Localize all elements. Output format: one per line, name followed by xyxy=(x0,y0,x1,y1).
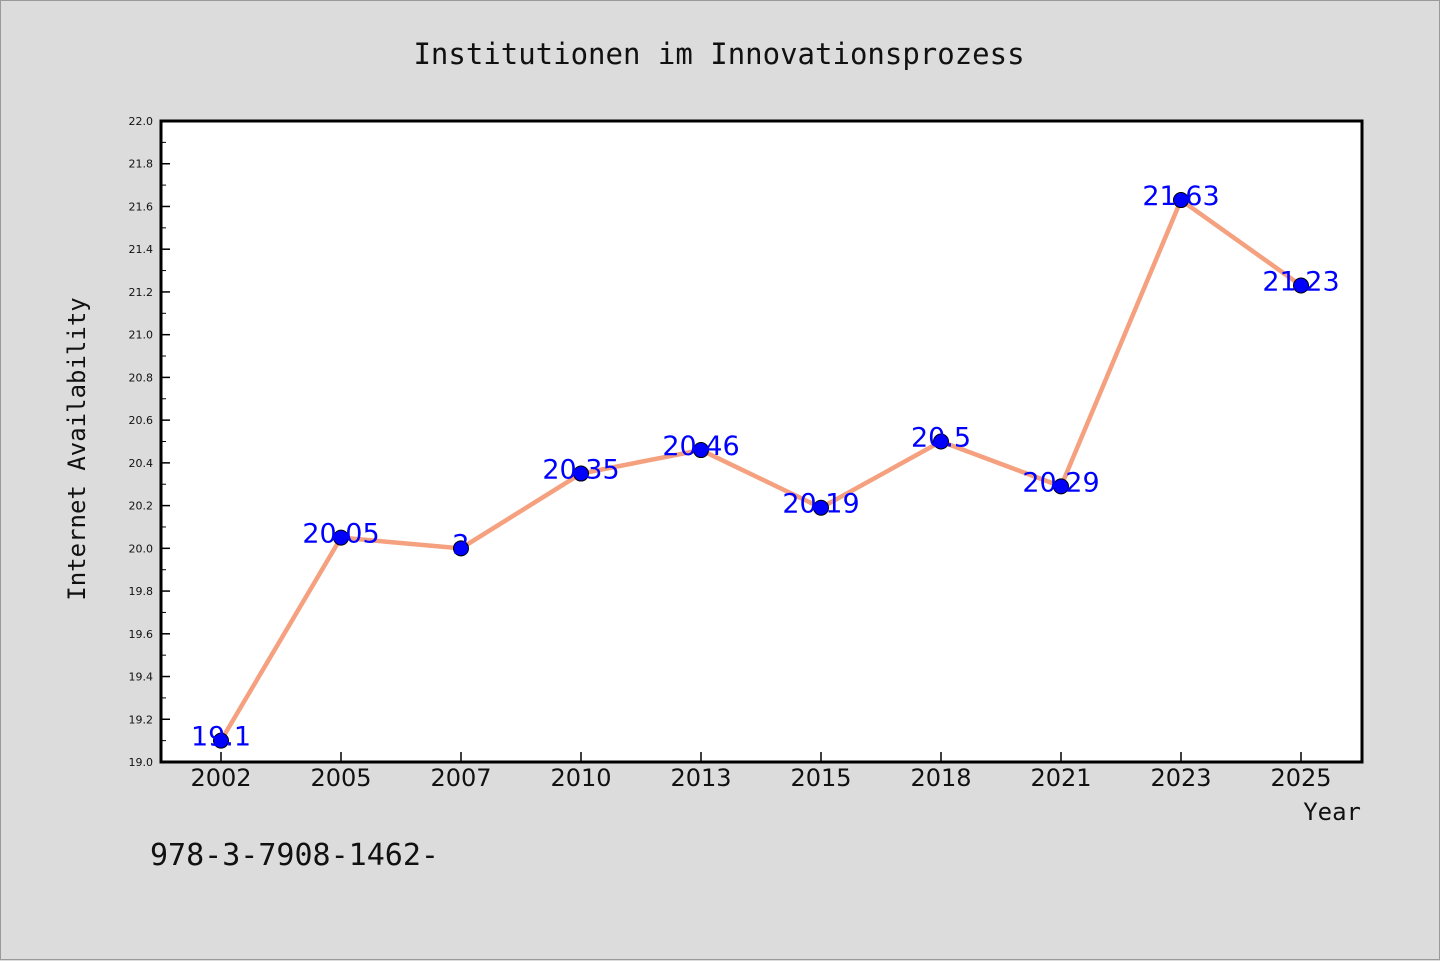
x-tick-label: 2021 xyxy=(1030,764,1091,792)
data-label: 20.35 xyxy=(542,455,619,486)
data-point-marker xyxy=(213,732,229,749)
series-line xyxy=(218,197,1304,743)
y-tick-label: 20.6 xyxy=(129,414,154,427)
data-label: 2 xyxy=(452,529,469,560)
data-label: 20.5 xyxy=(911,423,971,454)
x-tick-label: 2023 xyxy=(1150,764,1211,792)
x-tick-label: 2013 xyxy=(670,764,731,792)
x-tick-label: 2015 xyxy=(790,764,851,792)
y-tick-label: 21.6 xyxy=(129,200,154,213)
y-axis-label: Internet Availability xyxy=(63,297,91,600)
y-tick-label: 20.4 xyxy=(129,457,154,470)
y-tick-label: 20.8 xyxy=(129,371,154,384)
x-tick-label: 2007 xyxy=(430,764,491,792)
data-point-marker xyxy=(1293,277,1309,294)
x-tick-label: 2005 xyxy=(310,764,371,792)
y-tick-label: 21.0 xyxy=(129,329,154,342)
y-tick-label: 20.2 xyxy=(129,500,154,513)
plot-frame xyxy=(159,119,1364,764)
data-point-marker xyxy=(333,529,349,546)
x-axis: 2002 2005 2007 2010 2013 2015 2018 2021 2023 2025 xyxy=(190,752,1332,792)
x-tick-label: 2025 xyxy=(1270,764,1331,792)
y-tick-label: 19.2 xyxy=(129,713,154,726)
data-label: 20.29 xyxy=(1022,467,1099,498)
data-point-marker xyxy=(573,465,589,482)
data-label: 21.63 xyxy=(1142,181,1219,212)
data-point-marker xyxy=(813,499,829,516)
plot-area xyxy=(161,121,1362,762)
y-tick-label: 19.8 xyxy=(129,585,154,598)
y-tick-label: 21.4 xyxy=(129,243,154,256)
data-label: 20.46 xyxy=(662,431,739,462)
data-label: 21.23 xyxy=(1262,267,1339,298)
y-tick-label: 21.2 xyxy=(129,286,154,299)
data-point-marker xyxy=(1053,478,1069,495)
y-tick-label: 19.0 xyxy=(129,756,154,769)
data-point-marker xyxy=(1173,192,1189,209)
y-tick-label: 20.0 xyxy=(129,542,154,555)
x-tick-label: 2018 xyxy=(910,764,971,792)
y-tick-label: 22.0 xyxy=(129,115,154,128)
chart-title: Institutionen im Innovationsprozess xyxy=(413,37,1024,71)
x-tick-label: 2010 xyxy=(550,764,611,792)
data-label: 20.19 xyxy=(782,489,859,520)
y-tick-label: 19.4 xyxy=(129,671,154,684)
x-axis-label: Year xyxy=(1303,798,1361,826)
y-tick-label: 19.6 xyxy=(129,628,154,641)
footer-isbn-text: 978-3-7908-1462- xyxy=(150,838,439,873)
data-label: 19.1 xyxy=(191,722,251,753)
data-point-marker xyxy=(693,442,709,459)
x-tick-label: 2002 xyxy=(190,764,251,792)
data-point-marker xyxy=(933,433,949,450)
y-axis: 19.0 19.2 19.4 19.6 19.8 20.0 20.2 20.4 20.6 20.8… xyxy=(129,115,170,769)
y-tick-label: 21.8 xyxy=(129,158,154,171)
data-label: 20.05 xyxy=(302,519,379,550)
data-labels-group: 19.1 20.05 2 20.35 20.46 20.19 20.5 20.29 21.63 2… xyxy=(191,181,1340,753)
data-point-marker xyxy=(453,540,469,557)
series-line-group xyxy=(213,192,1309,749)
